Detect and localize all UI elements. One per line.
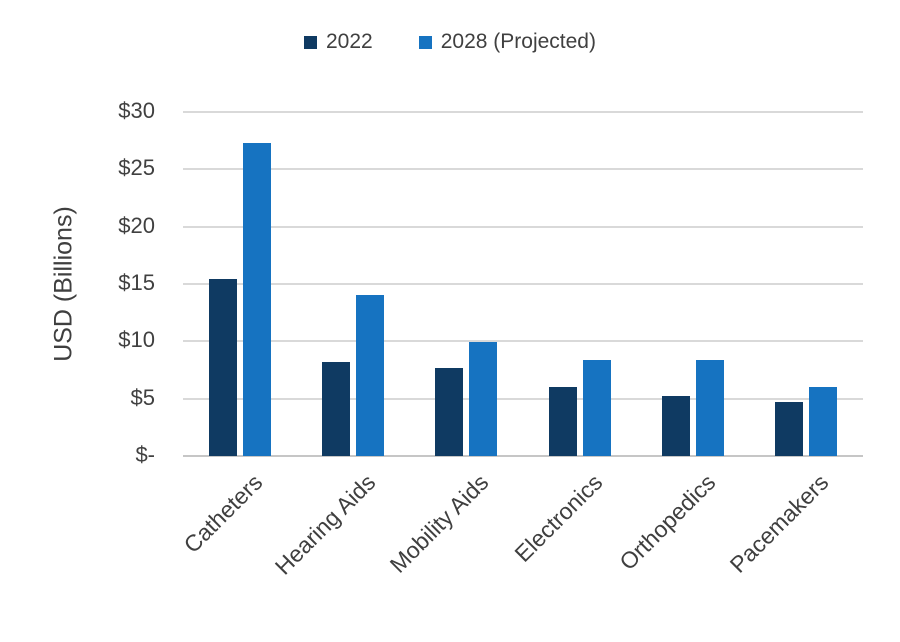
- legend: 2022 2028 (Projected): [0, 30, 900, 54]
- y-tick-label: $-: [135, 441, 155, 467]
- y-tick-label: $15: [118, 269, 155, 295]
- legend-label: 2022: [326, 30, 373, 53]
- x-axis-label-electronics: Electronics: [509, 469, 608, 567]
- legend-swatch-2028-projected: [418, 35, 432, 49]
- bar-hearing-aids-2022: [322, 361, 350, 456]
- x-axis-line: [183, 455, 863, 457]
- x-axis-label-orthopedics: Orthopedics: [614, 469, 721, 576]
- x-axis-label-mobility-aids: Mobility Aids: [384, 469, 494, 578]
- bar-orthopedics-2028-projected: [696, 359, 724, 456]
- legend-item-2022: 2022: [304, 30, 373, 54]
- bar-hearing-aids-2028-projected: [356, 295, 384, 456]
- bar-pacemakers-2022: [775, 402, 804, 456]
- y-tick-label: $30: [118, 97, 155, 123]
- bar-electronics-2022: [548, 387, 577, 456]
- gridline: [183, 397, 863, 400]
- gridline: [183, 340, 863, 343]
- y-tick-label: $25: [118, 155, 155, 181]
- gridline: [183, 225, 863, 228]
- gridline: [183, 111, 863, 113]
- gridline: [183, 283, 863, 285]
- legend-item-2028-projected: 2028 (Projected): [418, 30, 596, 54]
- bar-mobility-aids-2022: [435, 367, 464, 456]
- y-tick-label: $5: [130, 384, 155, 410]
- bar-pacemakers-2028-projected: [809, 387, 838, 456]
- gridline: [183, 168, 863, 171]
- bar-catheters-2022: [208, 279, 237, 456]
- x-axis-label-hearing-aids: Hearing Aids: [269, 469, 381, 580]
- legend-label: 2028 (Projected): [440, 30, 596, 53]
- bar-orthopedics-2022: [662, 396, 690, 456]
- y-tick-label: $10: [118, 327, 155, 353]
- legend-swatch-2022: [304, 35, 317, 49]
- bar-electronics-2028-projected: [582, 359, 611, 456]
- bar-catheters-2028-projected: [242, 142, 271, 456]
- x-axis-label-pacemakers: Pacemakers: [724, 469, 834, 578]
- x-axis-label-catheters: Catheters: [178, 469, 268, 558]
- bar-mobility-aids-2028-projected: [469, 342, 498, 456]
- plot-area: [183, 111, 863, 457]
- y-tick-label: $20: [118, 212, 155, 238]
